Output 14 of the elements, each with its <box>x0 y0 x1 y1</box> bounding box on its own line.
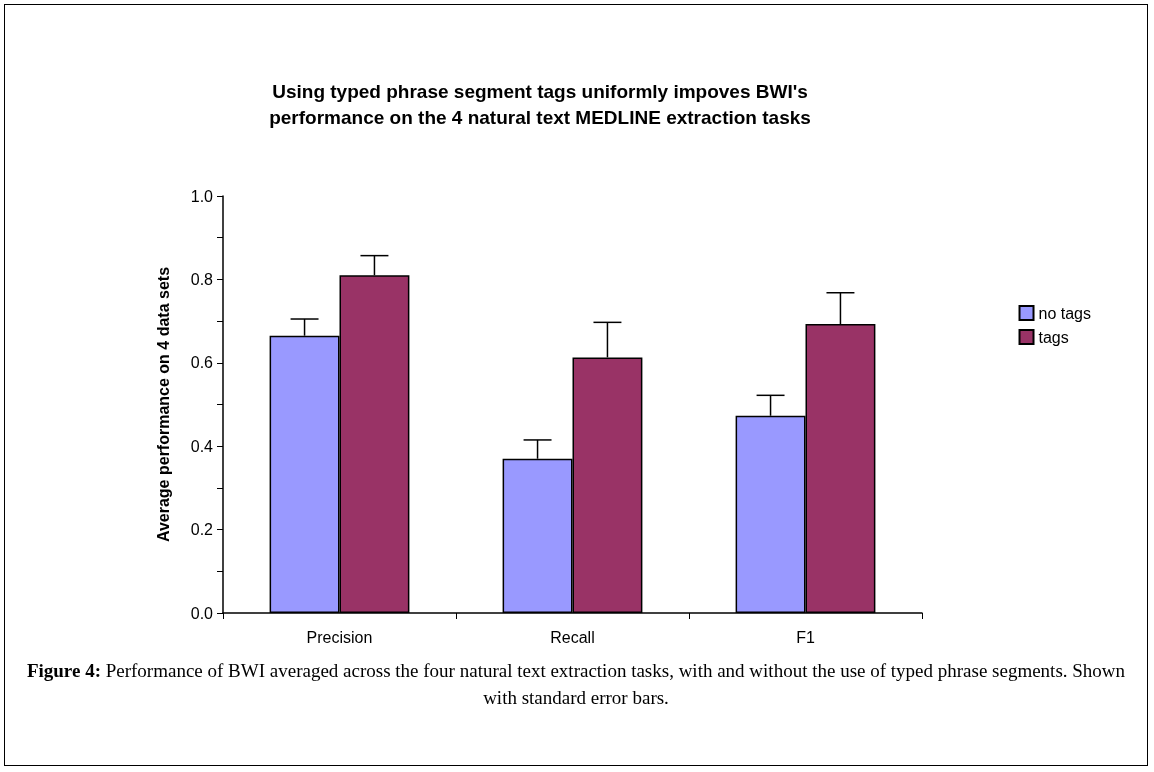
y-tick-label: 1.0 <box>190 187 214 205</box>
caption: Figure 4: Performance of BWI averaged across the four natural text extraction tasks, with and without the use of typed phrase segments. Shown with standard error bars. <box>25 659 1127 710</box>
x-tick-label: Precision <box>306 628 373 646</box>
y-tick-label: 0.0 <box>190 604 214 622</box>
y-axis-title: Average performance on 4 data sets <box>154 266 172 543</box>
y-tick-label: 0.8 <box>190 270 214 288</box>
legend-label: no tags <box>1038 304 1091 322</box>
x-tick-label: F1 <box>796 628 815 646</box>
y-tick-label: 0.6 <box>190 354 214 372</box>
y-tick-label: 0.2 <box>190 521 214 539</box>
y-tick-label: 0.4 <box>190 437 214 455</box>
x-tick-label: Recall <box>550 628 595 646</box>
chart-title: Using typed phrase segment tags uniformly impoves BWI's performance on the 4 natural text MEDLINE extraction tasks <box>269 80 811 128</box>
legend-label: tags <box>1038 328 1069 346</box>
